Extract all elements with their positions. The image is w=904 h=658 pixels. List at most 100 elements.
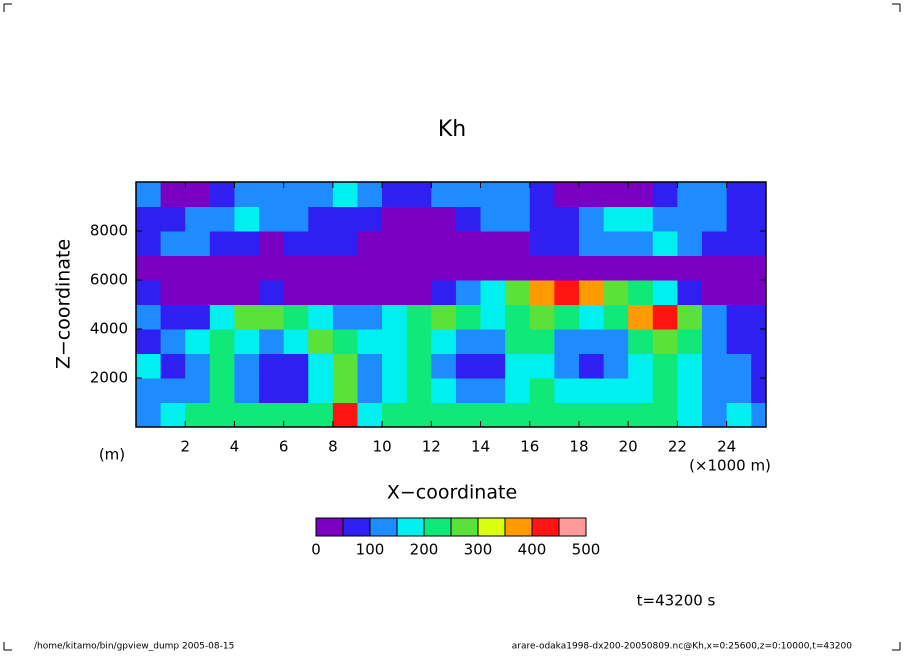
contour-cell	[431, 329, 457, 354]
colorbar-box	[531, 517, 560, 537]
contour-cell	[554, 353, 580, 379]
contour-cell	[332, 329, 358, 354]
contour-cell	[234, 182, 260, 207]
contour-cell	[283, 280, 309, 305]
contour-cell	[455, 231, 482, 256]
contour-cell	[136, 402, 162, 427]
contour-cell	[234, 304, 260, 330]
contour-cell	[406, 280, 432, 305]
contour-cell	[677, 280, 703, 305]
contour-cell	[431, 304, 457, 330]
colorbar-box	[396, 517, 425, 537]
contour-cell	[455, 280, 482, 305]
contour-cell	[234, 402, 260, 427]
contour-cell	[332, 255, 358, 281]
contour-cell	[529, 231, 555, 256]
contour-cell	[628, 231, 654, 256]
time-label: t=43200 s	[637, 592, 716, 610]
x-tick-label: 16	[520, 438, 539, 456]
contour-cell	[529, 280, 555, 305]
contour-cell	[480, 353, 506, 379]
contour-cell	[505, 280, 531, 305]
contour-cell	[578, 182, 605, 207]
contour-cell	[382, 206, 408, 232]
contour-cell	[677, 378, 703, 403]
contour-cell	[209, 329, 235, 354]
contour-cell	[554, 280, 580, 305]
contour-cell	[726, 206, 752, 232]
contour-cell	[603, 402, 629, 427]
contour-cell	[185, 378, 211, 403]
contour-cell	[160, 329, 186, 354]
x-tick-label: 8	[328, 438, 338, 456]
contour-cell	[603, 255, 629, 281]
contour-cell	[628, 280, 654, 305]
contour-cell	[136, 378, 162, 403]
contour-cell	[283, 231, 309, 256]
contour-cell	[554, 378, 580, 403]
contour-cell	[480, 378, 506, 403]
contour-cell	[603, 304, 629, 330]
contour-cell	[628, 402, 654, 427]
contour-cell	[455, 206, 482, 232]
x-tick-label: 10	[373, 438, 392, 456]
contour-cell	[529, 378, 555, 403]
contour-cell	[751, 353, 766, 379]
contour-cell	[332, 353, 358, 379]
contour-cell	[259, 378, 285, 403]
contour-cell	[136, 329, 162, 354]
contour-cell	[677, 206, 703, 232]
contour-cell	[726, 304, 752, 330]
contour-cell	[308, 353, 334, 379]
contour-cell	[160, 402, 186, 427]
contour-cell	[578, 402, 605, 427]
contour-cell	[160, 182, 186, 207]
corner-marks	[3, 3, 901, 651]
x-tick-label: 4	[230, 438, 240, 456]
contour-cell	[578, 255, 605, 281]
contour-cell	[554, 304, 580, 330]
contour-cell	[455, 304, 482, 330]
contour-cell	[160, 206, 186, 232]
contour-cell	[283, 182, 309, 207]
contour-cell	[578, 378, 605, 403]
contour-cell	[578, 329, 605, 354]
colorbar-box	[450, 517, 479, 537]
contour-cell	[209, 353, 235, 379]
contour-cell	[382, 353, 408, 379]
contour-cell	[480, 304, 506, 330]
contour-cell	[136, 182, 162, 207]
y-tick-label: 2000	[90, 369, 128, 387]
y-tick-label: 6000	[90, 271, 128, 289]
contour-cell	[209, 304, 235, 330]
contour-cell	[406, 255, 432, 281]
contour-cell	[160, 378, 186, 403]
contour-cell	[357, 280, 383, 305]
contour-cell	[505, 329, 531, 354]
contour-cell	[136, 304, 162, 330]
contour-cell	[332, 182, 358, 207]
contour-cell	[652, 329, 678, 354]
contour-cell	[136, 206, 162, 232]
contour-cell	[185, 255, 211, 281]
contour-cell	[209, 255, 235, 281]
contour-cell	[603, 182, 629, 207]
colorbar-box	[342, 517, 371, 537]
colorbar-label: 300	[464, 541, 493, 559]
contour-cell	[554, 402, 580, 427]
contour-cell	[480, 182, 506, 207]
contour-cell	[480, 402, 506, 427]
contour-cell	[628, 255, 654, 281]
contour-cell	[677, 182, 703, 207]
contour-cell	[455, 182, 482, 207]
contour-cell	[283, 206, 309, 232]
contour-cell	[652, 378, 678, 403]
contour-cell	[234, 378, 260, 403]
contour-cell	[603, 378, 629, 403]
contour-cell	[726, 378, 752, 403]
contour-cell	[406, 206, 432, 232]
y-unit: (m)	[99, 446, 125, 464]
contour-cell	[406, 182, 432, 207]
x-tick-label: 22	[668, 438, 687, 456]
contour-cell	[308, 231, 334, 256]
